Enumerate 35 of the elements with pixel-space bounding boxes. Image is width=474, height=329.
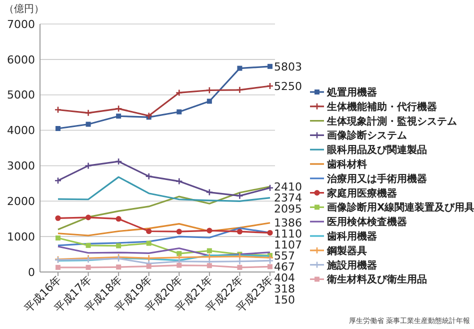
y-tick-label: 0 — [28, 266, 35, 279]
y-tick-label: 3000 — [7, 160, 35, 173]
data-label: 557 — [274, 250, 295, 263]
data-label: 1386 — [274, 216, 302, 230]
data-label: 5803 — [274, 60, 302, 74]
data-label: 318 — [274, 282, 295, 296]
legend-label: 処置用機器 — [326, 86, 377, 98]
legend-label: 歯科用機器 — [326, 230, 377, 242]
y-tick-label: 4000 — [7, 124, 35, 138]
legend-label: 家庭用医療機器 — [326, 187, 397, 200]
legend-label: 治療用又は手術用機器 — [326, 172, 427, 185]
y-tick-label: 5000 — [7, 88, 35, 102]
y-tick-label: 7000 — [7, 18, 35, 31]
y-tick-label: 2000 — [7, 194, 35, 208]
data-label: 2095 — [274, 202, 302, 216]
legend-label: 生体現象計測・監視システム — [326, 115, 457, 128]
legend-label: 歯科材料 — [326, 158, 367, 170]
legend-label: 医用検体検査機器 — [327, 216, 407, 228]
legend-label: 鋼製器具 — [326, 244, 367, 257]
data-label: 1107 — [274, 238, 302, 252]
data-label: 1110 — [274, 228, 302, 241]
legend-label: 生体機能補助・代行機器 — [326, 100, 437, 113]
legend-label: 眼科用品及び関連製品 — [327, 144, 427, 156]
data-label: 150 — [274, 294, 295, 307]
y-tick-label: 6000 — [7, 53, 35, 66]
y-tick-label: 1000 — [7, 230, 35, 244]
data-label: 2410 — [274, 180, 302, 194]
legend-label: 画像診断システム — [327, 130, 407, 142]
y-axis-title: （億円） — [4, 3, 44, 15]
legend-label: 衛生材料及び衛生用品 — [326, 274, 427, 286]
data-label: 2374 — [274, 191, 302, 204]
legend-label: 施設用機器 — [326, 259, 377, 272]
data-label: 404 — [274, 272, 295, 285]
data-label: 5250 — [274, 80, 302, 93]
data-label: 467 — [274, 260, 295, 274]
